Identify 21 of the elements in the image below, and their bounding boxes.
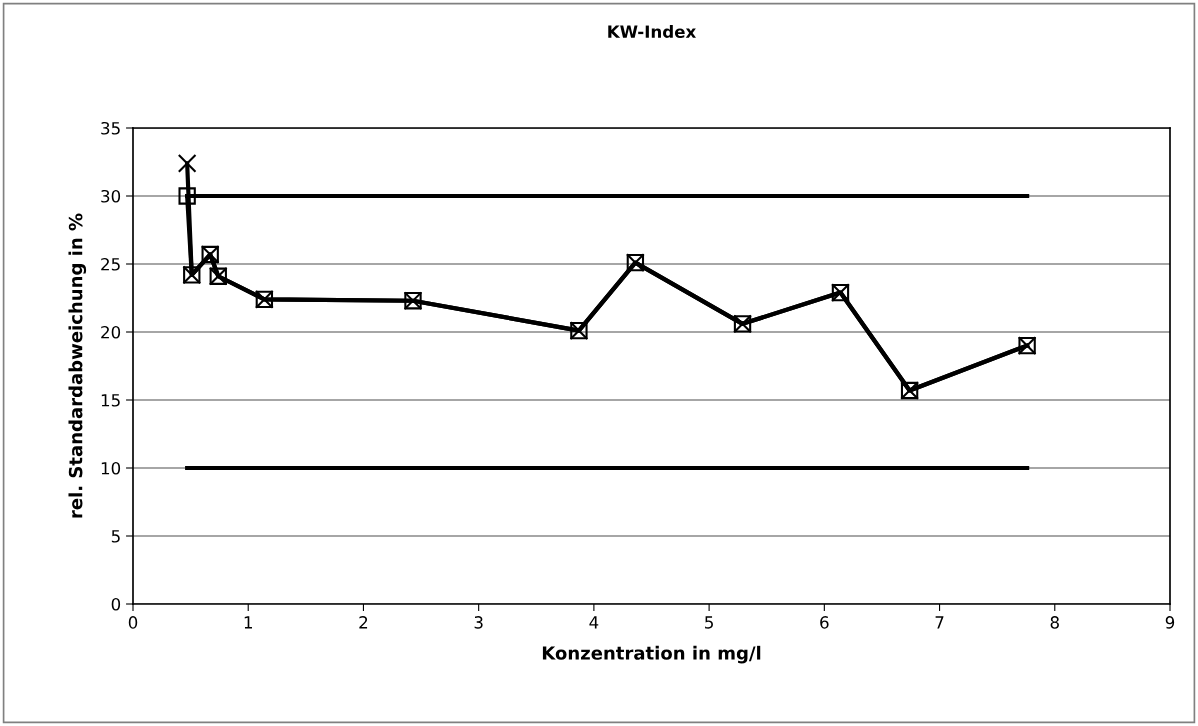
- y-tick-label: 30: [101, 189, 121, 203]
- y-tick-label: 0: [111, 597, 121, 611]
- x-tick-label: 9: [1165, 616, 1175, 629]
- x-tick-label: 3: [474, 616, 483, 629]
- y-tick-label: 15: [101, 394, 120, 407]
- x-tick-label: 8: [1050, 616, 1059, 629]
- x-axis-title: Konzentration in mg/l: [542, 645, 761, 664]
- x-tick-label: 1: [244, 616, 252, 629]
- x-tick-label: 6: [820, 616, 829, 629]
- y-tick-label: 10: [101, 461, 121, 475]
- y-axis-title: rel. Standardabweichung in %: [68, 213, 87, 518]
- chart-title: KW-Index: [608, 25, 697, 38]
- x-tick-label: 4: [589, 616, 599, 629]
- x-tick-label: 5: [705, 616, 713, 629]
- y-tick-label: 5: [111, 530, 120, 543]
- y-tick-label: 35: [101, 121, 120, 135]
- y-tick-label: 25: [101, 257, 120, 271]
- x-tick-label: 7: [935, 616, 944, 629]
- x-tick-label: 2: [359, 616, 368, 629]
- x-tick-label: 0: [128, 616, 138, 629]
- y-tick-label: 20: [101, 325, 121, 339]
